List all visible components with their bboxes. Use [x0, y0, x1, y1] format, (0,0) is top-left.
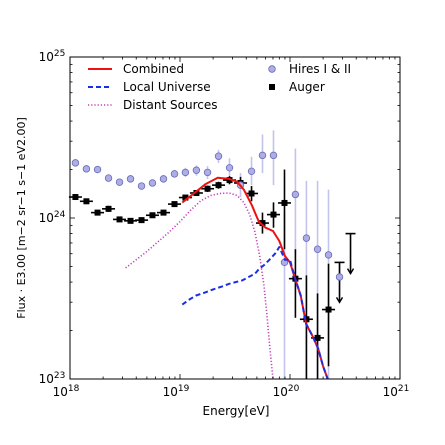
x-tick-label: 1018 [53, 384, 80, 399]
auger-upper-limit-arrow [335, 297, 344, 304]
hires-point [82, 165, 91, 173]
hires-point [214, 152, 223, 160]
model-curves [125, 176, 329, 380]
x-tick-label: 1020 [273, 384, 300, 399]
legend-hires-i-ii-label: Hires I & II [289, 62, 351, 76]
hires-point [258, 151, 267, 160]
auger-point [303, 316, 310, 323]
hires-point [203, 168, 212, 177]
hires-point [335, 273, 344, 281]
legend-auger-label: Auger [289, 80, 325, 94]
auger-point [314, 334, 321, 341]
hires-point [302, 234, 311, 242]
y-tick-label: 1024 [39, 210, 66, 225]
x-tick-label: 1021 [383, 384, 410, 399]
hires-point [291, 190, 300, 199]
auger-point [248, 190, 255, 197]
hires-point [192, 166, 201, 174]
hires-point [93, 165, 102, 174]
auger-point [171, 201, 178, 208]
auger-point [204, 185, 211, 192]
auger-point [270, 211, 277, 218]
hires-point [115, 178, 124, 186]
auger-point [215, 182, 222, 189]
hires-point [137, 182, 146, 190]
hires-point [71, 159, 80, 167]
legend-auger-swatch [269, 84, 275, 90]
x-tick-label: 1019 [163, 384, 190, 399]
hires-point [126, 175, 135, 183]
hires-point [148, 179, 157, 187]
hires-point [159, 175, 168, 183]
y-tick-label: 1023 [39, 371, 66, 386]
auger-point [182, 194, 189, 201]
hires-point [225, 164, 234, 172]
legend-local-universe-label: Local Universe [123, 80, 211, 94]
hires-point [170, 170, 179, 178]
data-layer [68, 130, 356, 379]
auger-point [83, 198, 90, 205]
legend-combined-label: Combined [123, 62, 184, 76]
axis-ticks [69, 57, 401, 380]
plot-background [70, 57, 400, 379]
legend-hires-i-ii-swatch [268, 65, 276, 73]
auger-point [325, 306, 332, 313]
auger-point [116, 216, 123, 223]
hires-point [104, 174, 113, 182]
auger-point [160, 209, 167, 216]
hires-point [269, 151, 278, 160]
y-axis-label: Flux · E3.00 [m−2 sr−1 s−1 eV2.00] [15, 117, 28, 319]
local-universe-curve [181, 246, 329, 380]
hires-point [313, 245, 322, 253]
hires-point [324, 251, 333, 259]
auger-point [105, 205, 112, 212]
auger-point [149, 212, 156, 219]
auger-point [138, 217, 145, 224]
y-tick-label: 1025 [39, 49, 66, 64]
hires-point [247, 167, 256, 176]
auger-point [94, 209, 101, 216]
auger-point [259, 220, 266, 227]
auger-point [281, 199, 288, 206]
tick-labels: 1018 1019 1020 1021 1023 1024 1025 [39, 49, 410, 399]
legend: Combined Local Universe Distant Sources Hir… [88, 62, 351, 112]
auger-point [72, 194, 79, 201]
hires-point [181, 168, 190, 177]
auger-point [127, 217, 134, 224]
x-axis-label: Energy[eV] [203, 404, 270, 418]
auger-upper-limit-arrow [346, 268, 355, 275]
legend-distant-sources-label: Distant Sources [123, 98, 217, 112]
auger-point [193, 189, 200, 196]
